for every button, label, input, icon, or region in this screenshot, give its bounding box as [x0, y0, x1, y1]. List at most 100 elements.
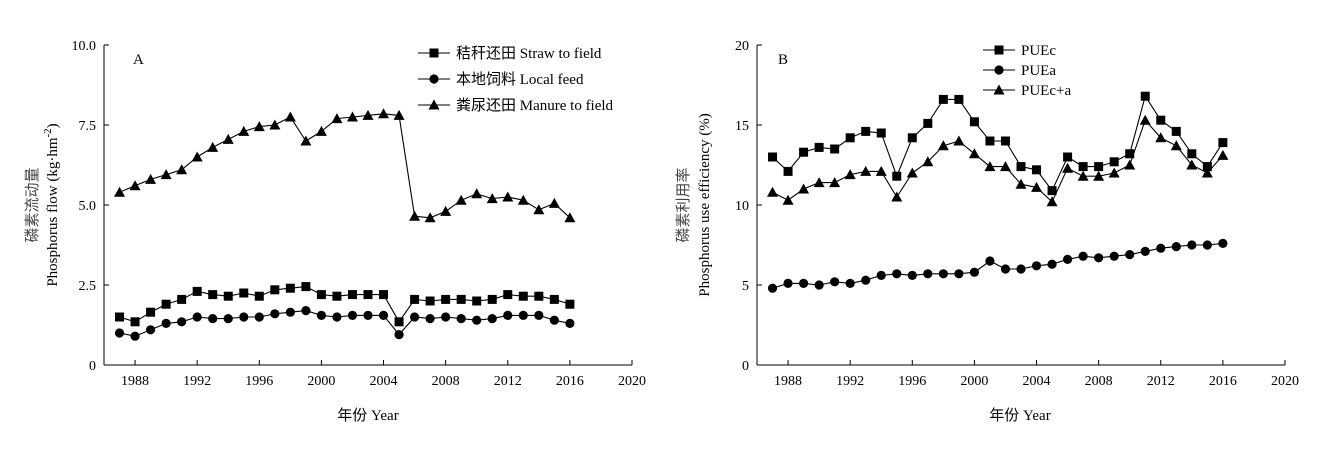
data-point — [814, 280, 824, 290]
data-point — [456, 314, 466, 324]
data-point — [533, 204, 545, 215]
data-point — [393, 109, 405, 120]
data-point — [1031, 181, 1043, 192]
series-line — [772, 119, 1224, 203]
legend-label: 本地饲料 Local feed — [456, 71, 584, 88]
data-point — [486, 193, 498, 204]
x-tick-label: 1996 — [245, 374, 273, 389]
data-point — [253, 121, 265, 132]
data-point — [1016, 162, 1026, 172]
series-line — [772, 94, 1224, 192]
data-point — [518, 291, 528, 301]
y-axis-title-cn: 磷素流动量 — [24, 167, 41, 242]
data-point — [1063, 152, 1073, 162]
x-tick-label: 1992 — [836, 374, 864, 389]
data-point — [1171, 126, 1181, 136]
data-point — [222, 133, 234, 144]
data-point — [192, 312, 202, 322]
data-point — [548, 197, 560, 208]
data-point — [146, 307, 156, 317]
data-point — [953, 135, 965, 146]
data-point — [1062, 254, 1073, 264]
data-point — [503, 310, 513, 320]
data-point — [564, 212, 576, 223]
data-point — [379, 290, 389, 300]
y-tick-label: 0 — [742, 359, 749, 374]
data-point — [534, 310, 544, 320]
data-point — [487, 294, 497, 304]
series-line — [119, 310, 570, 337]
data-point — [891, 191, 903, 202]
data-point — [161, 299, 171, 309]
data-point — [176, 164, 188, 175]
data-point — [208, 290, 218, 300]
x-tick-label: 2020 — [618, 374, 646, 389]
y-axis-title-end: ) — [45, 123, 61, 128]
data-point — [410, 294, 420, 304]
y-tick-label: 10 — [735, 199, 749, 214]
data-point — [362, 109, 374, 120]
data-point — [892, 171, 902, 181]
legend-marker — [994, 65, 1004, 75]
data-point — [114, 328, 125, 338]
data-point — [861, 126, 871, 136]
data-point — [813, 177, 825, 188]
y-axis-title-sup: -2 — [42, 128, 54, 137]
series-square — [115, 282, 575, 327]
data-point — [424, 212, 436, 223]
data-point — [1201, 167, 1213, 178]
legend-marker — [429, 74, 439, 84]
series-triangle — [767, 114, 1229, 207]
data-point — [968, 148, 980, 159]
data-point — [130, 317, 140, 327]
data-point — [782, 194, 794, 205]
data-point — [254, 291, 264, 301]
data-point — [892, 269, 902, 279]
data-point — [316, 310, 327, 320]
data-point — [1031, 261, 1042, 271]
data-point — [875, 165, 887, 176]
data-point — [1109, 251, 1119, 261]
x-tick-label: 2000 — [307, 374, 335, 389]
data-point — [223, 291, 233, 301]
data-point — [923, 269, 933, 279]
series-square — [768, 91, 1228, 196]
data-point — [1139, 114, 1151, 125]
data-point — [207, 141, 219, 152]
y-tick-label: 2.5 — [79, 279, 97, 294]
y-tick-label: 5.0 — [79, 199, 97, 214]
data-point — [284, 111, 296, 122]
data-point — [269, 119, 281, 130]
series-line — [772, 242, 1223, 289]
data-point — [270, 309, 280, 319]
legend-label: 粪尿还田 Manure to field — [456, 97, 614, 114]
data-point — [907, 133, 917, 143]
data-point — [456, 294, 466, 304]
data-point — [503, 290, 513, 300]
x-tick-label: 2012 — [1147, 374, 1175, 389]
data-point — [145, 325, 156, 335]
data-point — [1125, 149, 1135, 159]
y-axis-title-main: Phosphorus flow (kg·hm — [45, 137, 61, 286]
data-point — [1000, 264, 1011, 274]
data-point — [1108, 167, 1120, 178]
data-point — [984, 161, 996, 172]
data-point — [145, 173, 157, 184]
data-point — [363, 290, 373, 300]
data-point — [1186, 159, 1198, 170]
data-point — [129, 180, 141, 191]
series-circle — [114, 306, 575, 341]
data-point — [223, 314, 233, 324]
y-tick-label: 0 — [89, 359, 96, 374]
x-tick-label: 2004 — [1023, 374, 1051, 389]
data-point — [767, 283, 778, 293]
series-circle — [767, 238, 1228, 293]
data-point — [549, 294, 559, 304]
y-axis-title-main: Phosphorus use efficiency (%) — [697, 113, 713, 296]
data-point — [1046, 196, 1058, 207]
data-point — [487, 314, 497, 324]
legend-item: PUEc — [983, 43, 1056, 59]
data-point — [1094, 253, 1104, 263]
legend-marker — [429, 48, 439, 58]
data-point — [192, 286, 202, 296]
